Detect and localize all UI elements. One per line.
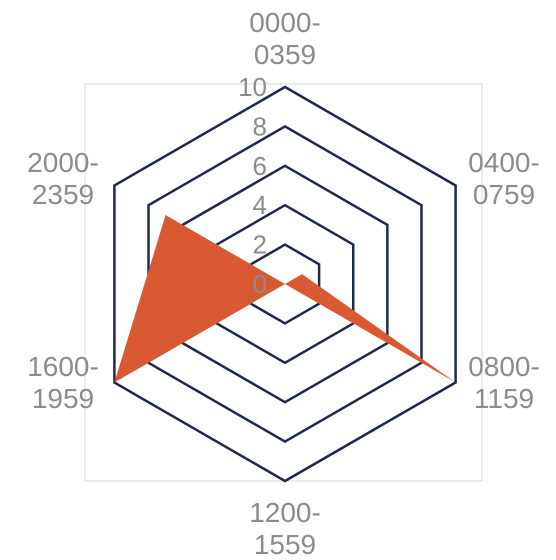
category-label-line: 2000- (27, 147, 99, 178)
category-label-line: 0800- (468, 351, 540, 382)
category-label-line: 1159 (474, 383, 534, 414)
grid-ring-6 (181, 164, 389, 404)
category-labels: 0000-0359 0400-0759 0800-1159 1200-1559 1600… (27, 7, 540, 560)
category-label-line: 0000- (249, 7, 321, 38)
category-label-line: 1200- (249, 497, 321, 528)
category-label-5: 2000-2359 (27, 147, 99, 210)
category-label-3: 1200-1559 (249, 497, 321, 560)
category-label-4: 1600-1959 (27, 351, 99, 414)
category-label-1: 0400-0759 (468, 147, 540, 210)
grid-ring-2 (249, 243, 321, 325)
tick-label-4: 4 (253, 190, 267, 220)
tick-label-6: 6 (253, 151, 267, 181)
category-label-line: 1959 (32, 383, 94, 414)
tick-label-0: 0 (253, 269, 267, 299)
category-label-2: 0800-1159 (468, 351, 540, 414)
grid-ring-8 (147, 124, 423, 444)
grid-ring-10 (113, 85, 457, 483)
radial-ticks: 0 2 4 6 8 10 (238, 72, 267, 299)
series-area (114, 215, 456, 383)
category-label-line: 1559 (254, 529, 316, 560)
category-label-line: 0359 (254, 39, 316, 70)
category-label-line: 2359 (32, 179, 94, 210)
category-label-line: 0400- (468, 147, 540, 178)
tick-label-2: 2 (253, 230, 267, 260)
category-label-line: 1600- (27, 351, 99, 382)
category-label-line: 0759 (473, 179, 535, 210)
series-polygon-0 (114, 215, 456, 383)
tick-label-8: 8 (253, 111, 267, 141)
tick-label-10: 10 (238, 72, 267, 102)
category-label-0: 0000-0359 (249, 7, 321, 70)
